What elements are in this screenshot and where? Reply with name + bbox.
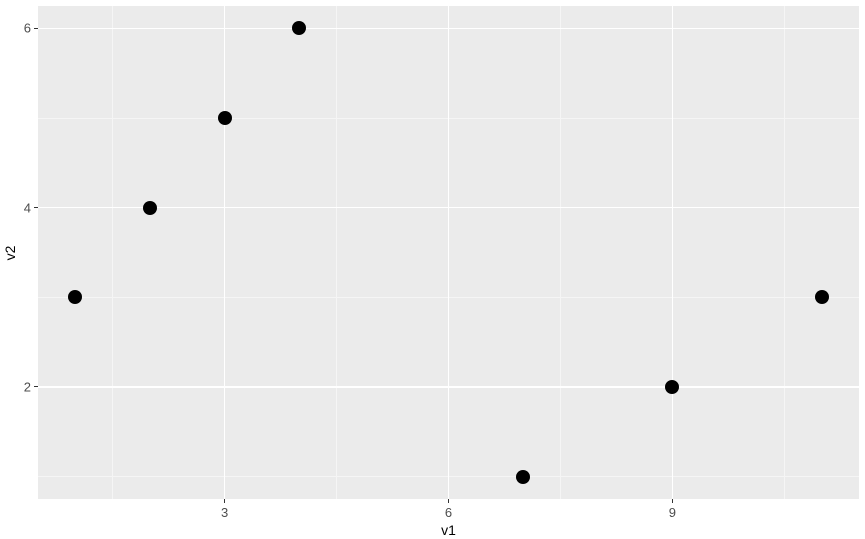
y-tick-label: 6: [24, 21, 31, 36]
data-point: [665, 380, 679, 394]
x-tick-mark: [672, 499, 673, 503]
x-tick-label: 6: [445, 505, 452, 520]
y-tick-label: 4: [24, 200, 31, 215]
data-point: [68, 290, 82, 304]
grid-minor-vertical: [112, 6, 113, 499]
x-tick-mark: [448, 499, 449, 503]
y-tick-mark: [34, 207, 38, 208]
grid-major-horizontal: [38, 386, 859, 387]
grid-minor-vertical: [784, 6, 785, 499]
y-tick-label: 2: [24, 379, 31, 394]
data-point: [516, 470, 530, 484]
y-axis-label: v2: [2, 245, 18, 260]
grid-major-horizontal: [38, 207, 859, 208]
grid-minor-vertical: [560, 6, 561, 499]
x-axis-label: v1: [441, 522, 456, 538]
y-tick-mark: [34, 28, 38, 29]
grid-major-horizontal: [38, 28, 859, 29]
x-tick-label: 9: [669, 505, 676, 520]
grid-minor-vertical: [336, 6, 337, 499]
grid-major-vertical: [672, 6, 673, 499]
data-point: [143, 201, 157, 215]
data-point: [815, 290, 829, 304]
y-tick-mark: [34, 386, 38, 387]
grid-major-vertical: [448, 6, 449, 499]
grid-major-vertical: [224, 6, 225, 499]
x-tick-label: 3: [221, 505, 228, 520]
x-tick-mark: [224, 499, 225, 503]
data-point: [292, 21, 306, 35]
data-point: [218, 111, 232, 125]
scatter-chart: 3 6 9 2 4 6 v1 v2: [0, 0, 865, 539]
